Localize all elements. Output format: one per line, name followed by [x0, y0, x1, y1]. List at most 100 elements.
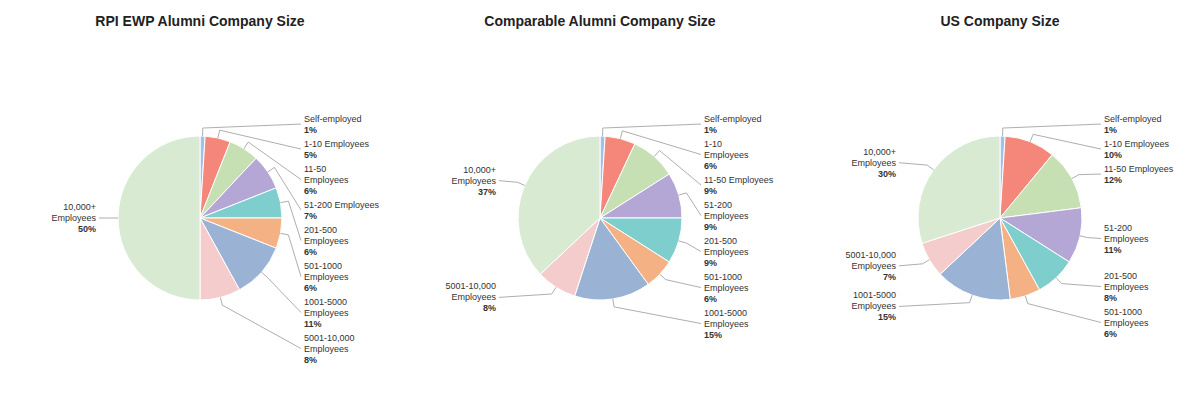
slice-category-label: 51-200Employees — [704, 200, 749, 221]
slice-value-label: 8% — [483, 303, 496, 313]
slice-category-label: Self-employed — [1104, 114, 1162, 124]
leader-line — [218, 130, 301, 149]
slice-category-label: 1-10 Employees — [1104, 139, 1170, 149]
label-line: Employees — [851, 158, 896, 168]
leader-line — [499, 287, 556, 297]
label-line: 1001-5000 — [304, 297, 347, 307]
slice-category-label: Self-employed — [304, 114, 362, 124]
leader-line — [899, 295, 972, 306]
slice-category-label: 5001-10,000Employees — [845, 250, 896, 271]
leader-line — [899, 163, 934, 170]
slice-category-label: 10,000+Employees — [51, 202, 96, 223]
label-line: 10,000+ — [863, 147, 896, 157]
slice-value-label: 9% — [704, 258, 717, 268]
pie-slice — [200, 188, 282, 218]
slice-category-label: 51-200Employees — [1104, 223, 1149, 244]
label-line: 51-200 — [704, 200, 732, 210]
slices — [918, 136, 1082, 300]
slice-value-label: 5% — [304, 150, 317, 160]
slice-category-label: Self-employed — [704, 114, 762, 124]
slice-value-label: 9% — [704, 186, 717, 196]
label-line: 201-500 — [304, 225, 337, 235]
label-line: Employees — [304, 236, 349, 246]
leader-line — [679, 241, 701, 252]
label-line: 201-500 — [704, 236, 737, 246]
leader-line — [281, 201, 301, 240]
label-line: 10,000+ — [463, 165, 496, 175]
slice-value-label: 1% — [704, 125, 717, 135]
slice-value-label: 10% — [1104, 150, 1122, 160]
label-line: 5001-10,000 — [304, 333, 355, 343]
slice-category-label: 201-500Employees — [304, 225, 349, 246]
label-line: Employees — [704, 247, 749, 257]
label-line: 5001-10,000 — [845, 250, 896, 260]
label-line: 1-10 Employees — [304, 139, 370, 149]
label-line: Employees — [704, 283, 749, 293]
label-line: 1001-5000 — [853, 290, 896, 300]
slice-value-label: 6% — [704, 294, 717, 304]
label-line: Employees — [451, 292, 496, 302]
label-line: 11-50 Employees — [704, 175, 774, 185]
label-line: Employees — [304, 175, 349, 185]
label-line: 1001-5000 — [704, 308, 747, 318]
label-line: Employees — [304, 344, 349, 354]
chart-title: RPI EWP Alumni Company Size — [95, 13, 304, 29]
label-line: Employees — [1104, 282, 1149, 292]
pie-panel: US Company Size Self-employed1% 1-10 Emplo… — [845, 13, 1173, 339]
leader-line — [281, 233, 301, 276]
slice-value-label: 11% — [1104, 245, 1122, 255]
slice-category-label: 1001-5000Employees — [304, 297, 349, 318]
pie-slice — [518, 136, 600, 274]
pie-panel: Comparable Alumni Company SizeSelf-emplo… — [445, 13, 773, 340]
leader-line — [1072, 174, 1101, 178]
pie-slice — [600, 174, 682, 218]
leader-line — [654, 150, 701, 185]
slices — [518, 136, 682, 300]
slice-value-label: 6% — [304, 283, 317, 293]
leader-line — [1056, 278, 1101, 287]
label-line: Employees — [704, 150, 749, 160]
slice-category-label: 201-500Employees — [704, 236, 749, 257]
slice-value-label: 6% — [304, 247, 317, 257]
slice-category-label: 11-50 Employees — [704, 175, 774, 185]
slice-value-label: 15% — [878, 312, 896, 322]
leader-line — [613, 299, 701, 324]
slice-category-label: 10,000+Employees — [851, 147, 896, 168]
slice-value-label: 6% — [1104, 329, 1117, 339]
pie-slice — [200, 218, 240, 300]
slice-category-label: 11-50 Employees — [1104, 164, 1174, 174]
slice-value-label: 1% — [304, 125, 317, 135]
slice-category-label: 501-1000Employees — [704, 272, 749, 293]
leader-line — [244, 142, 301, 180]
label-line: Employees — [1104, 234, 1149, 244]
pie-slice — [1000, 155, 1081, 218]
label-line: 1-10 Employees — [1104, 139, 1170, 149]
leader-line — [679, 193, 701, 216]
label-line: 11-50 — [304, 164, 326, 174]
label-line: 201-500 — [1104, 271, 1137, 281]
leader-line — [1080, 236, 1101, 239]
slice-value-label: 1% — [1104, 125, 1117, 135]
slice-value-label: 8% — [1104, 293, 1117, 303]
slice-labels: Self-employed1%1-10 Employees5%11-50Empl… — [51, 114, 379, 365]
slice-value-label: 37% — [478, 187, 496, 197]
slice-category-label: 5001-10,000Employees — [304, 333, 355, 354]
chart-canvas: RPI EWP Alumni Company Size Self-employed… — [0, 0, 1200, 401]
pie-panel: RPI EWP Alumni Company Size Self-employed… — [51, 13, 379, 365]
label-line: Employees — [1104, 318, 1149, 328]
chart-title: US Company Size — [940, 13, 1059, 29]
label-line: 501-1000 — [304, 261, 342, 271]
slice-value-label: 15% — [704, 330, 722, 340]
leader-line — [499, 181, 525, 186]
leader-line — [99, 218, 118, 219]
label-line: 51-200 — [1104, 223, 1132, 233]
leader-line — [203, 124, 301, 136]
slice-value-label: 50% — [78, 224, 96, 234]
slice-category-label: 11-50Employees — [304, 164, 349, 185]
slice-value-label: 7% — [304, 211, 317, 221]
label-line: Self-employed — [304, 114, 362, 124]
slice-category-label: 201-500Employees — [1104, 271, 1149, 292]
label-line: 11-50 Employees — [1104, 164, 1174, 174]
label-line: Self-employed — [704, 114, 762, 124]
label-line: Self-employed — [1104, 114, 1162, 124]
